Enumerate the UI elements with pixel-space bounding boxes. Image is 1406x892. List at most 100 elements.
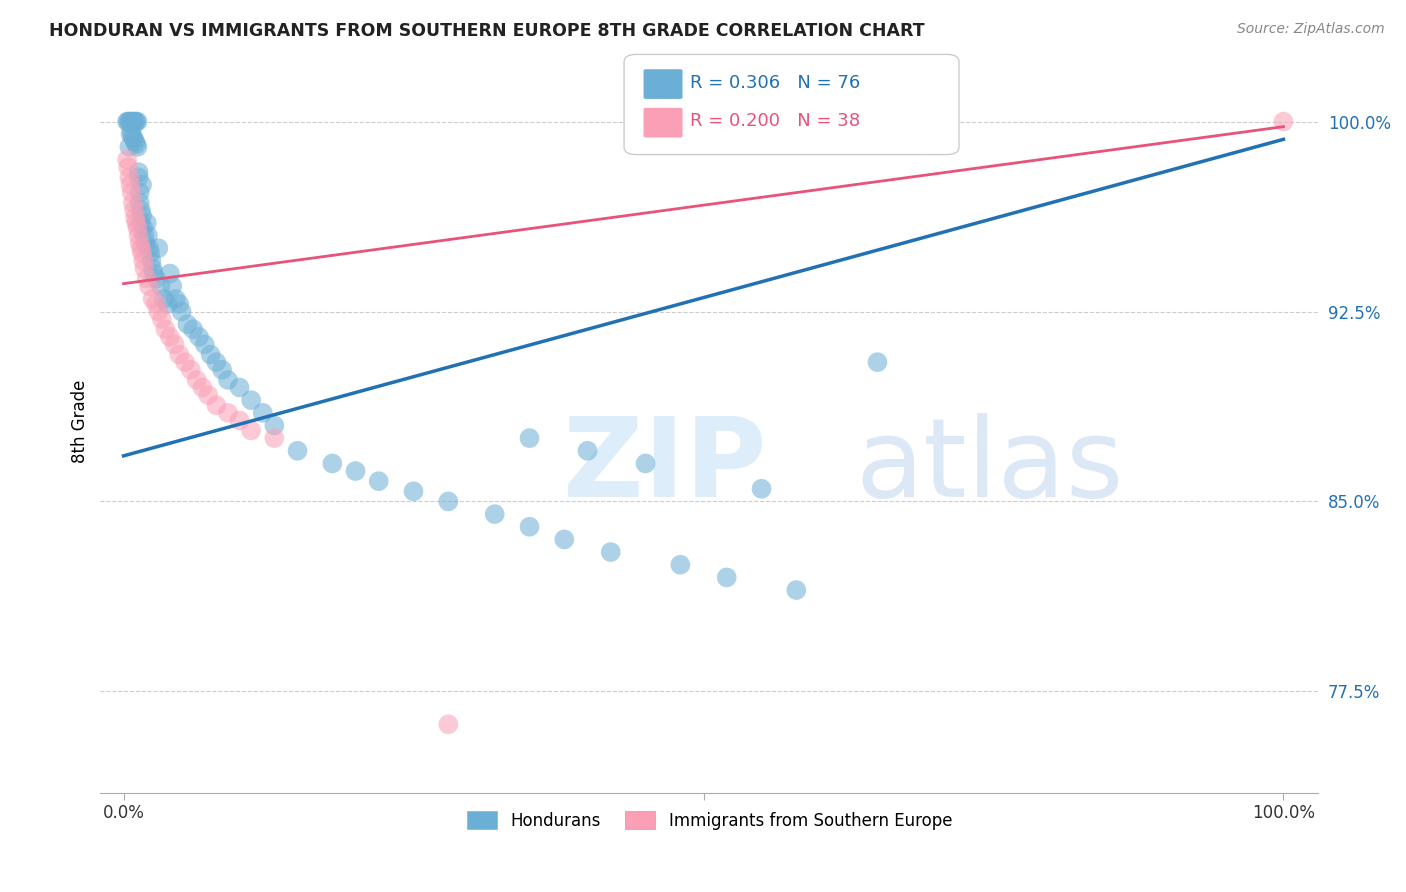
Point (197, 388, 219, 402)
Point (344, 464, 367, 478)
Point (131, 208, 153, 222)
Point (118, 170, 141, 185)
Point (240, 393, 263, 408)
Point (716, 570, 738, 584)
Point (135, 216, 157, 230)
Point (120, 128, 142, 142)
Point (131, 178, 153, 192)
Text: ZIP: ZIP (564, 413, 766, 520)
Point (145, 271, 167, 285)
Point (122, 203, 145, 218)
Point (484, 507, 506, 521)
FancyBboxPatch shape (624, 54, 959, 154)
Point (124, 135, 146, 149)
Point (135, 271, 157, 285)
Point (122, 132, 145, 146)
Point (132, 221, 155, 235)
Point (142, 267, 165, 281)
Point (121, 114, 143, 128)
Point (118, 114, 141, 128)
Text: atlas: atlas (855, 413, 1123, 520)
Point (167, 347, 190, 361)
Point (121, 114, 143, 128)
Point (124, 114, 146, 128)
Point (205, 355, 228, 369)
Point (263, 418, 285, 433)
Point (155, 322, 177, 336)
Point (150, 312, 173, 326)
Point (162, 279, 184, 293)
Y-axis label: 8th Grade: 8th Grade (72, 380, 89, 463)
Point (186, 373, 208, 387)
Point (128, 170, 150, 185)
Point (599, 545, 621, 559)
Point (121, 195, 143, 210)
Point (240, 424, 263, 438)
Point (127, 140, 149, 154)
Point (148, 241, 170, 255)
Point (128, 165, 150, 179)
Point (287, 443, 309, 458)
Point (122, 114, 145, 128)
Point (128, 195, 150, 210)
Point (145, 297, 167, 311)
Point (180, 363, 202, 377)
Point (121, 129, 143, 144)
Point (129, 241, 152, 255)
Point (128, 186, 150, 200)
Point (153, 292, 176, 306)
Point (125, 137, 148, 152)
Point (519, 431, 541, 445)
Point (437, 717, 460, 731)
Point (194, 337, 217, 351)
Point (148, 304, 170, 318)
Point (138, 241, 160, 255)
Point (115, 153, 138, 167)
Point (136, 228, 159, 243)
Point (785, 583, 807, 598)
Point (217, 373, 239, 387)
Point (263, 431, 285, 445)
Point (149, 279, 172, 293)
Point (211, 363, 233, 377)
Point (125, 114, 148, 128)
Point (128, 228, 150, 243)
Point (170, 304, 193, 318)
Point (121, 186, 143, 200)
Point (228, 380, 250, 394)
Point (139, 246, 162, 260)
Point (165, 292, 187, 306)
Point (134, 261, 156, 276)
Point (1272, 114, 1295, 128)
Text: R = 0.306   N = 76: R = 0.306 N = 76 (690, 73, 860, 92)
Point (252, 406, 274, 420)
Point (141, 253, 163, 268)
Point (191, 380, 214, 394)
Point (134, 228, 156, 243)
Text: HONDURAN VS IMMIGRANTS FROM SOUTHERN EUROPE 8TH GRADE CORRELATION CHART: HONDURAN VS IMMIGRANTS FROM SOUTHERN EUR… (49, 22, 925, 40)
Point (128, 236, 150, 251)
Point (634, 457, 657, 471)
Point (669, 558, 692, 572)
Point (129, 216, 152, 230)
Point (217, 406, 239, 420)
Point (163, 337, 186, 351)
Point (115, 114, 138, 128)
Point (141, 292, 163, 306)
Point (576, 443, 599, 458)
Point (200, 347, 222, 361)
Point (120, 178, 142, 192)
Point (141, 261, 163, 276)
Point (127, 221, 149, 235)
Point (174, 355, 197, 369)
Point (367, 474, 389, 488)
Point (117, 114, 139, 128)
Point (121, 125, 143, 139)
Point (135, 236, 157, 251)
Point (118, 140, 141, 154)
Point (751, 482, 773, 496)
Point (402, 484, 425, 499)
Point (117, 160, 139, 174)
Point (156, 297, 179, 311)
Text: Source: ZipAtlas.com: Source: ZipAtlas.com (1237, 22, 1385, 37)
